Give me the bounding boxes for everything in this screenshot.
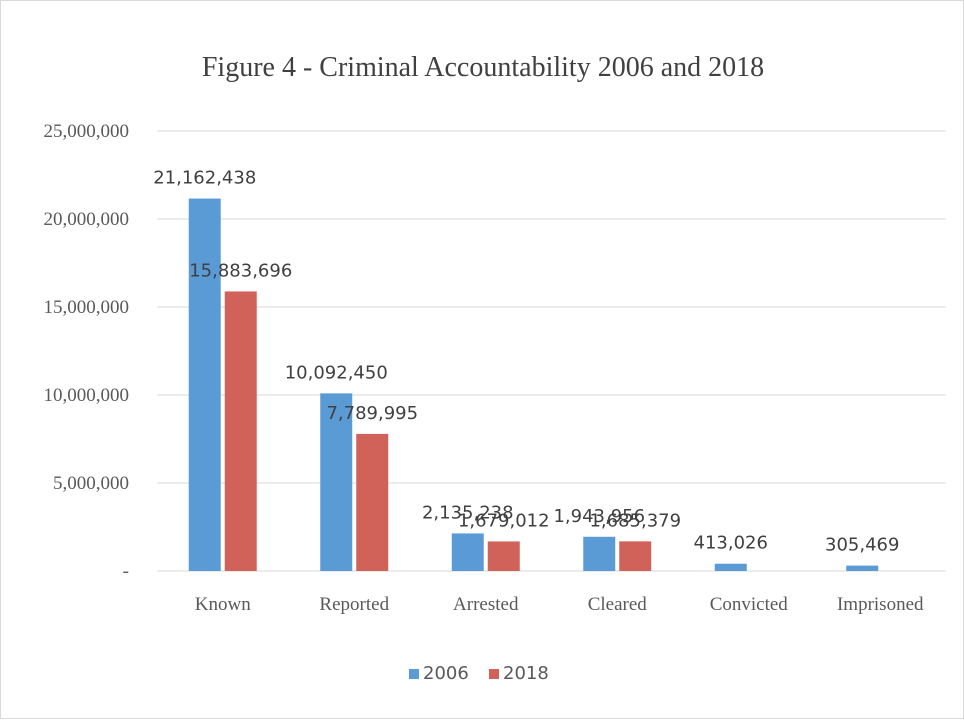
bar-2006-convicted — [714, 563, 747, 571]
x-tick-label: Known — [195, 594, 251, 615]
data-label: 305,469 — [825, 535, 899, 556]
bar-2006-reported — [320, 393, 353, 571]
y-tick-label: - — [123, 561, 129, 582]
y-tick-label: 5,000,000 — [53, 473, 129, 494]
bar-2006-imprisoned — [846, 565, 879, 571]
data-label: 7,789,995 — [326, 403, 418, 424]
bar-2018-cleared — [619, 541, 652, 571]
legend-swatch — [489, 669, 499, 679]
legend-swatch — [409, 669, 419, 679]
chart-title: Figure 4 - Criminal Accountability 2006 … — [202, 52, 764, 83]
x-tick-label: Cleared — [588, 594, 648, 615]
data-label: 413,026 — [694, 533, 768, 554]
bar-2018-reported — [356, 433, 389, 571]
legend-label: 2006 — [423, 663, 469, 684]
x-tick-label: Reported — [319, 594, 389, 615]
data-label: 1,685,379 — [589, 510, 681, 531]
axes: - 5,000,000 10,000,000 15,000,000 20,000,000… — [44, 121, 925, 615]
y-tick-label: 20,000,000 — [44, 209, 130, 230]
y-tick-label: 15,000,000 — [44, 297, 130, 318]
x-tick-label: Convicted — [710, 594, 789, 615]
bars — [188, 198, 879, 572]
legend-label: 2018 — [503, 663, 549, 684]
y-tick-label: 10,000,000 — [44, 385, 130, 406]
bar-2006-cleared — [583, 536, 616, 571]
x-tick-label: Imprisoned — [837, 594, 924, 615]
data-label: 2,135,238 — [422, 502, 514, 523]
data-label: 15,883,696 — [189, 260, 292, 281]
bar-2006-known — [188, 198, 221, 572]
data-label: 1,943,956 — [553, 506, 645, 527]
x-tick-label: Arrested — [453, 594, 519, 615]
data-label: 21,162,438 — [153, 168, 256, 189]
y-tick-label: 25,000,000 — [44, 121, 130, 142]
gridlines — [157, 130, 946, 572]
data-label: 10,092,450 — [285, 362, 388, 383]
bar-2018-arrested — [487, 541, 520, 571]
bar-2018-known — [224, 291, 257, 571]
legend: 2006 2018 — [409, 663, 549, 684]
data-labels: 21,162,438 15,883,696 10,092,450 7,789,995 2… — [153, 168, 899, 556]
data-label: 1,679,012 — [458, 510, 550, 531]
bar-2006-arrested — [451, 533, 484, 571]
